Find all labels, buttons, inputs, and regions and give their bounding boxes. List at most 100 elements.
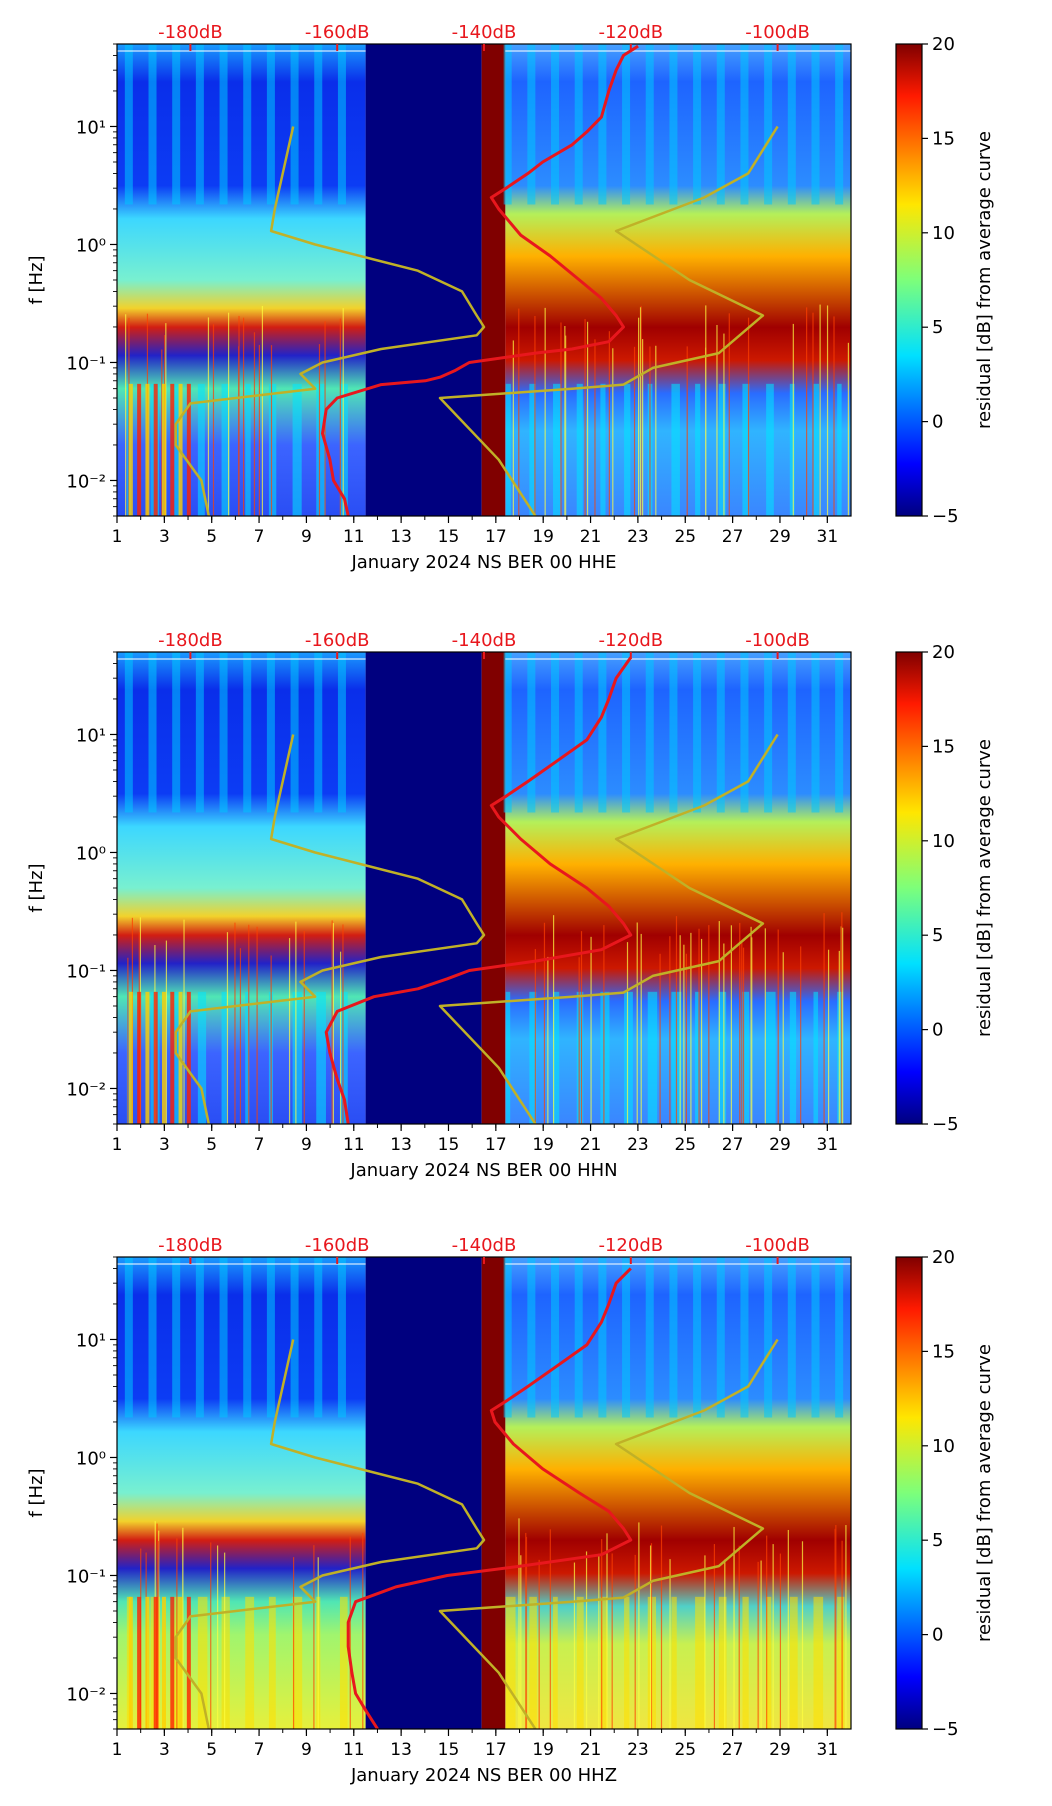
x-tick-label: 21 (580, 1740, 602, 1760)
colorbar-tick-label: 15 (932, 736, 955, 757)
x-tick-label: 15 (438, 527, 460, 547)
x-tick-label: 15 (438, 1135, 460, 1155)
x-tick-label: 11 (343, 527, 365, 547)
colorbar-tick-label: 5 (932, 317, 943, 338)
daily-streaks (124, 44, 844, 516)
x-tick-label: 29 (769, 1135, 791, 1155)
x-tick-label: 5 (206, 1740, 217, 1760)
colorbar-tick-label: −5 (932, 1719, 959, 1740)
x-axis-label: January 2024 NS BER 00 HHN (349, 1160, 617, 1181)
top-tick-label: -160dB (305, 630, 370, 651)
y-tick-label: 10⁻¹ (66, 961, 106, 982)
x-tick-label: 1 (112, 1740, 123, 1760)
colorbar-tick-label: 0 (932, 1020, 943, 1041)
spectrogram-image (117, 44, 851, 516)
x-tick-label: 17 (485, 1740, 507, 1760)
x-tick-label: 13 (390, 1740, 412, 1760)
x-tick-label: 5 (206, 1135, 217, 1155)
colorbar-tick-label: 15 (932, 1341, 955, 1362)
transient-lines (127, 912, 844, 1124)
y-tick-label: 10⁻¹ (66, 1566, 106, 1587)
x-tick-label: 19 (532, 1740, 554, 1760)
y-tick-label: 10⁻² (66, 471, 106, 492)
spectrogram-image (117, 1257, 851, 1729)
x-tick-label: 11 (343, 1740, 365, 1760)
model-curve-low-line (174, 734, 486, 1124)
top-tick-label: -100dB (745, 1235, 810, 1256)
x-tick-label: 7 (254, 1740, 265, 1760)
x-tick-label: 9 (301, 527, 312, 547)
colorbar-tick-label: 10 (932, 223, 955, 244)
y-axis: 10⁻² 10⁻¹ 10⁰ 10¹ f [Hz] (26, 651, 117, 1125)
noise-psd-line (324, 656, 633, 1124)
colorbar: −5 0 5 10 15 20 residual [dB] from average cur… (895, 34, 995, 527)
x-tick-label: 13 (390, 1135, 412, 1155)
colorbar-scale (895, 1256, 923, 1730)
x-tick-label: 25 (674, 527, 696, 547)
x-tick-label: 25 (674, 1740, 696, 1760)
model-curve-high-line (438, 1338, 779, 1729)
top-tick-label: -160dB (305, 1235, 370, 1256)
colorbar-tick-label: −5 (932, 1114, 959, 1135)
top-tick-label: -100dB (745, 630, 810, 651)
daily-streaks (124, 652, 844, 1124)
x-axis-label: January 2024 NS BER 00 HHE (350, 552, 616, 573)
y-tick-label: 10¹ (76, 1330, 106, 1351)
x-tick-label: 25 (674, 1135, 696, 1155)
x-tick-label: 3 (159, 527, 170, 547)
curves (174, 1267, 779, 1729)
data-gap (365, 652, 482, 1124)
outage-band (481, 1257, 506, 1729)
data-gap (365, 44, 482, 516)
colorbar-label: residual [dB] from average curve (974, 739, 995, 1037)
x-tick-label: 29 (769, 1740, 791, 1760)
model-curve-low-line (174, 126, 486, 516)
colorbar-scale (895, 651, 923, 1125)
spectrogram-image (117, 652, 851, 1124)
x-tick-label: 21 (580, 527, 602, 547)
top-tick-label: -180dB (158, 22, 223, 43)
top-axis: -180dB -160dB -140dB -120dB -100dB (158, 1235, 810, 1264)
y-axis-label: f [Hz] (26, 255, 47, 304)
top-tick-label: -100dB (745, 22, 810, 43)
transient-lines (140, 1518, 847, 1729)
y-tick-label: 10⁰ (76, 1448, 106, 1469)
y-tick-label: 10⁰ (76, 235, 106, 256)
colorbar: −5 0 5 10 15 20 residual [dB] from average cur… (895, 1247, 995, 1740)
x-tick-label: 21 (580, 1135, 602, 1155)
x-tick-label: 1 (112, 1135, 123, 1155)
x-tick-label: 5 (206, 527, 217, 547)
top-tick-label: -180dB (158, 1235, 223, 1256)
top-tick-label: -120dB (598, 630, 663, 651)
colorbar-tick-label: 20 (932, 642, 955, 663)
top-tick-label: -140dB (452, 1235, 517, 1256)
x-tick-label: 31 (817, 1135, 839, 1155)
y-axis-label: f [Hz] (26, 1468, 47, 1517)
colorbar-tick-label: 15 (932, 128, 955, 149)
x-tick-label: 9 (301, 1740, 312, 1760)
x-tick-label: 7 (254, 1135, 265, 1155)
y-axis: 10⁻² 10⁻¹ 10⁰ 10¹ f [Hz] (26, 1256, 117, 1730)
colorbar-tick-label: 10 (932, 1436, 955, 1457)
x-tick-label: 31 (817, 527, 839, 547)
x-axis-label: January 2024 NS BER 00 HHZ (350, 1765, 617, 1786)
y-tick-label: 10¹ (76, 117, 106, 138)
x-tick-label: 29 (769, 527, 791, 547)
data-gap (365, 1257, 482, 1729)
x-tick-label: 27 (722, 1135, 744, 1155)
x-tick-label: 9 (301, 1135, 312, 1155)
x-tick-label: 11 (343, 1135, 365, 1155)
model-curve-high-line (438, 733, 779, 1124)
colorbar-tick-label: 5 (932, 925, 943, 946)
colorbar-tick-label: 5 (932, 1530, 943, 1551)
x-tick-label: 23 (627, 527, 649, 547)
y-tick-label: 10⁰ (76, 843, 106, 864)
colorbar-tick-label: 0 (932, 412, 943, 433)
colorbar-tick-label: 20 (932, 1247, 955, 1268)
y-axis-label: f [Hz] (26, 863, 47, 912)
